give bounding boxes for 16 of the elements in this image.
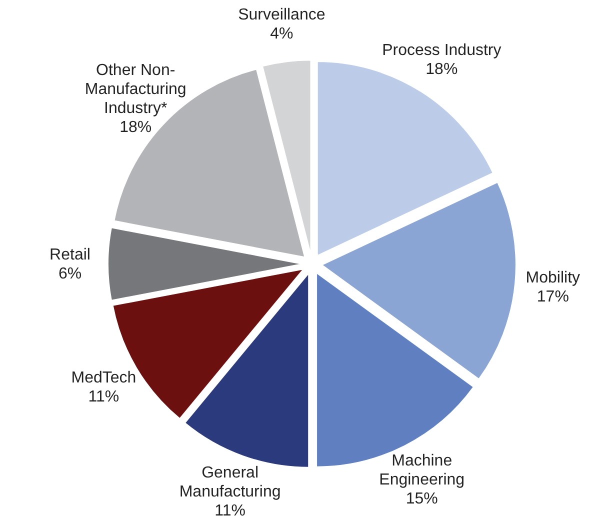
- slice-label: General Manufacturing: [179, 464, 281, 501]
- data-label: 4%: [270, 25, 294, 42]
- data-label: 15%: [406, 490, 438, 508]
- slice-label: MedTech: [71, 370, 136, 387]
- data-label: 17%: [536, 288, 569, 306]
- slice-label: Machine Engineering: [379, 452, 465, 489]
- slice-label: Retail: [50, 246, 90, 264]
- data-label: 18%: [426, 61, 458, 78]
- data-label: 18%: [120, 118, 152, 136]
- slice-label: Surveillance: [238, 6, 326, 24]
- slice-label: Mobility: [526, 269, 580, 286]
- data-label: 11%: [88, 388, 120, 406]
- data-label: 11%: [214, 502, 246, 520]
- slice-label: Other Non-Manufacturing Industry*: [84, 62, 186, 117]
- slice-label: Process Industry: [382, 42, 502, 60]
- data-label: 6%: [58, 266, 82, 282]
